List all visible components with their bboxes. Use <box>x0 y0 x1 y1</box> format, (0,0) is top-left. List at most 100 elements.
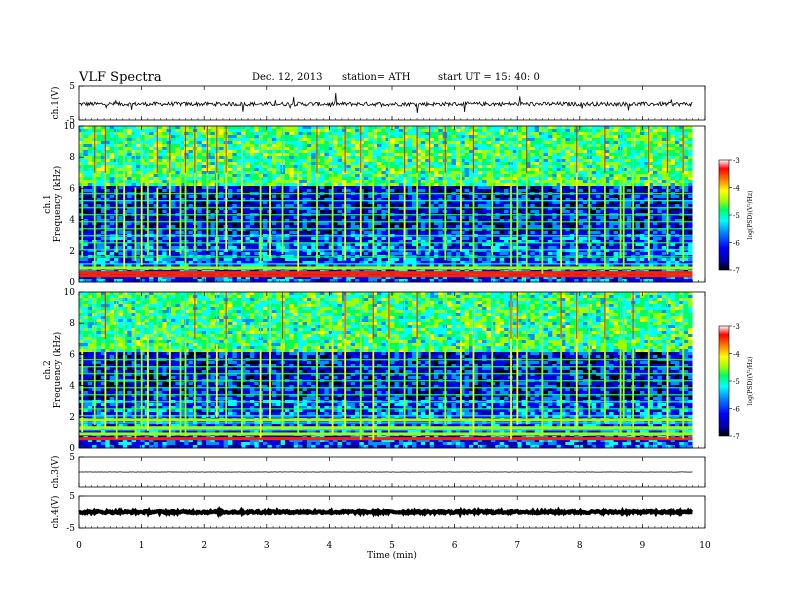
spectrogram-cell <box>635 126 641 130</box>
spectrogram-cell <box>578 174 584 178</box>
spectrogram-cell <box>666 141 671 145</box>
spectrogram-cell <box>416 126 422 130</box>
spectrogram-cell <box>136 159 141 163</box>
spectrogram-cell <box>451 126 457 130</box>
spectrogram-cell <box>346 144 352 148</box>
spectrogram-cell <box>127 228 132 232</box>
spectrogram-cell <box>109 180 115 184</box>
spectrogram-cell <box>464 210 470 214</box>
spectrogram-cell <box>333 228 338 232</box>
spectrogram-cell <box>320 156 325 160</box>
spectrogram-cell <box>490 186 496 190</box>
spectrogram-cell <box>232 168 238 172</box>
spectrogram-cell <box>486 141 492 145</box>
spectrogram-cell <box>245 204 251 208</box>
spectrogram-cell <box>504 153 509 157</box>
spectrogram-cell <box>232 195 238 199</box>
spectrogram-cell <box>477 159 483 163</box>
spectrogram-cell <box>245 177 251 181</box>
spectrogram-cell <box>306 225 312 229</box>
spectrogram-cell <box>490 138 496 142</box>
spectrogram-cell <box>596 132 601 136</box>
spectrogram-cell <box>96 198 102 202</box>
spectrogram-cell <box>276 159 281 163</box>
spectrogram-cell <box>333 225 338 229</box>
spectrogram-cell <box>149 126 154 130</box>
spectrogram-cell <box>425 132 430 136</box>
spectrogram-cell <box>241 135 246 139</box>
spectrogram-cell <box>394 144 400 148</box>
spectrogram-cell <box>473 183 479 187</box>
spectrogram-cell <box>486 150 492 154</box>
spectrogram-cell <box>368 159 373 163</box>
spectrogram-cell <box>517 171 522 175</box>
spectrogram-cell <box>675 147 680 151</box>
spectrogram-cell <box>320 201 325 205</box>
spectrogram-cell <box>675 219 680 223</box>
spectrogram-cell <box>648 129 654 133</box>
spectrogram-cell <box>271 171 277 175</box>
spectrogram-cell <box>552 183 558 187</box>
spectrogram-cell <box>201 195 207 199</box>
spectrogram-cell <box>534 141 540 145</box>
spectrogram-cell <box>363 147 369 151</box>
spectrogram-cell <box>543 195 549 199</box>
spectrogram-cell <box>363 162 369 166</box>
spectrogram-cell <box>188 210 194 214</box>
spectrogram-cell <box>622 171 628 175</box>
spectrogram-cell <box>122 204 128 208</box>
spectrogram-cell <box>425 228 430 232</box>
spectrogram-cell <box>644 144 650 148</box>
spectrogram-cell <box>302 225 308 229</box>
spectrogram-cell <box>600 162 606 166</box>
spectrogram-cell <box>105 195 111 199</box>
spectrogram-cell <box>328 174 334 178</box>
spectrogram-cell <box>543 147 549 151</box>
spectrogram-cell <box>512 165 518 169</box>
spectrogram-cell <box>429 168 435 172</box>
spectrogram-cell <box>271 207 277 211</box>
spectrogram-cell <box>390 168 395 172</box>
spectrogram-cell <box>162 165 168 169</box>
spectrogram-cell <box>381 162 387 166</box>
spectrogram-cell <box>644 210 650 214</box>
spectrogram-cell <box>201 183 207 187</box>
spectrogram-cell <box>100 204 106 208</box>
spectrogram-cell <box>118 219 124 223</box>
spectrogram-cell <box>512 207 518 211</box>
spectrogram-cell <box>232 189 238 193</box>
spectrogram-cell <box>604 198 610 202</box>
spectrogram-cell <box>359 177 365 181</box>
spectrogram-cell <box>639 159 645 163</box>
spectrogram-cell <box>346 216 352 220</box>
spectrogram-cell <box>688 135 693 139</box>
spectrogram-cell <box>105 216 111 220</box>
spectrogram-cell <box>412 156 417 160</box>
spectrogram-cell <box>328 165 334 169</box>
spectrogram-cell <box>600 159 606 163</box>
spectrogram-cell <box>311 150 316 154</box>
spectrogram-cell <box>136 225 141 229</box>
spectrogram-cell <box>118 210 124 214</box>
spectrogram-cell <box>394 219 400 223</box>
spectrogram-cell <box>582 210 588 214</box>
spectrogram-cell <box>609 189 614 193</box>
spectrogram-cell <box>416 216 422 220</box>
spectrogram-cell <box>675 222 680 226</box>
spectrogram-cell <box>653 222 658 226</box>
spectrogram-cell <box>241 219 246 223</box>
spectrogram-cell <box>604 141 610 145</box>
spectrogram-cell <box>315 174 321 178</box>
spectrogram-cell <box>333 144 338 148</box>
spectrogram-cell <box>600 171 606 175</box>
spectrogram-cell <box>179 168 185 172</box>
spectrogram-cell <box>83 144 89 148</box>
spectrogram-cell <box>556 189 562 193</box>
spectrogram-cell <box>315 222 321 226</box>
spectrogram-cell <box>302 195 308 199</box>
spectrogram-cell <box>648 168 654 172</box>
spectrogram-cell <box>666 162 671 166</box>
spectrogram-cell <box>118 198 124 202</box>
spectrogram-cell <box>363 228 369 232</box>
spectrogram-cell <box>622 198 628 202</box>
